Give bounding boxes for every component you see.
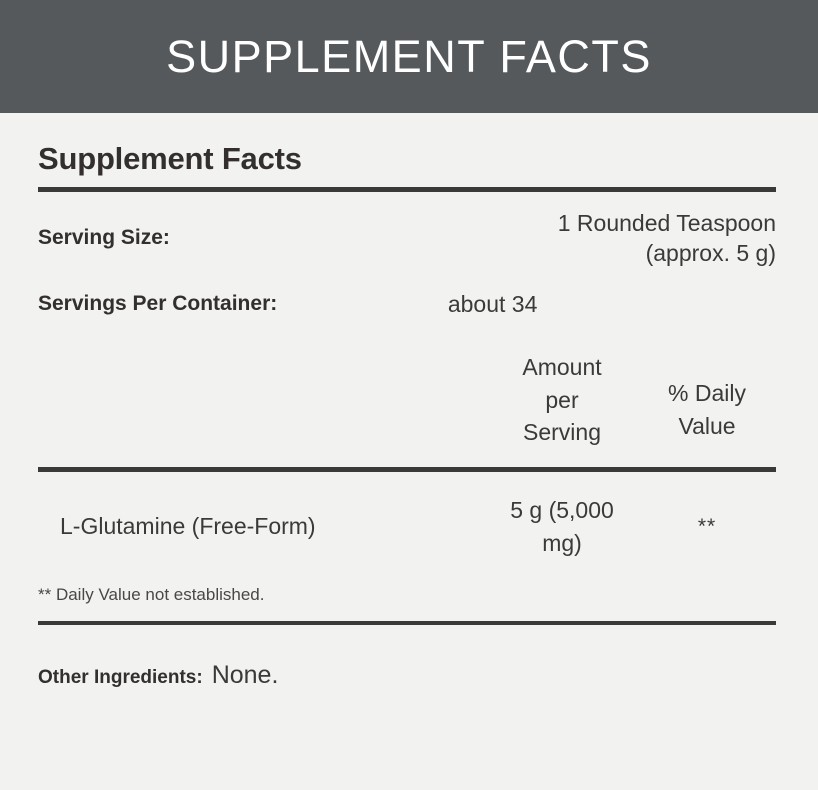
other-ingredients-label: Other Ingredients:	[38, 667, 203, 689]
nutrient-amount-line2: mg)	[542, 529, 582, 556]
nutrient-amount-line1: 5 g (5,000	[510, 497, 614, 524]
amount-header-line1: Amount	[522, 354, 602, 381]
amount-header-line2: per	[545, 386, 579, 413]
daily-value-footnote: ** Daily Value not established.	[38, 585, 265, 605]
other-ingredients-row: Other Ingredients: None.	[38, 625, 776, 690]
nutrient-daily-value: **	[697, 514, 717, 538]
nutrient-name: L-Glutamine (Free-Form)	[60, 513, 316, 540]
divider-bottom	[38, 621, 776, 626]
daily-value-header-line2: Value	[678, 412, 736, 439]
serving-size-row: Serving Size: 1 Rounded Teaspoon (approx…	[38, 192, 776, 269]
page-header: SUPPLEMENT FACTS	[0, 0, 818, 113]
page-title: SUPPLEMENT FACTS	[166, 31, 652, 82]
column-headers: Amount per Serving % Daily Value	[38, 325, 776, 467]
serving-size-label: Serving Size:	[38, 226, 170, 250]
panel-content: Supplement Facts Serving Size: 1 Rounded…	[0, 113, 818, 690]
nutrient-amount: 5 g (5,000 mg)	[486, 494, 638, 559]
servings-per-container-value: about 34	[447, 290, 538, 317]
serving-size-value-line2: (approx. 5 g)	[645, 240, 776, 267]
servings-per-container-label: Servings Per Container:	[38, 291, 278, 315]
serving-size-value: 1 Rounded Teaspoon (approx. 5 g)	[170, 208, 776, 269]
other-ingredients-value: None.	[211, 661, 279, 690]
panel-heading: Supplement Facts	[38, 141, 302, 176]
amount-header-line3: Serving	[523, 419, 601, 446]
serving-size-value-line1: 1 Rounded Teaspoon	[557, 210, 776, 236]
divider-top	[38, 187, 776, 192]
table-row: L-Glutamine (Free-Form) 5 g (5,000 mg) *…	[38, 472, 776, 581]
daily-value-header-line1: % Daily	[668, 380, 746, 407]
amount-per-serving-header: Amount per Serving	[486, 351, 638, 449]
divider-columns	[38, 467, 776, 473]
servings-per-container-row: Servings Per Container: about 34	[38, 269, 776, 325]
daily-value-header: % Daily Value	[638, 351, 776, 442]
